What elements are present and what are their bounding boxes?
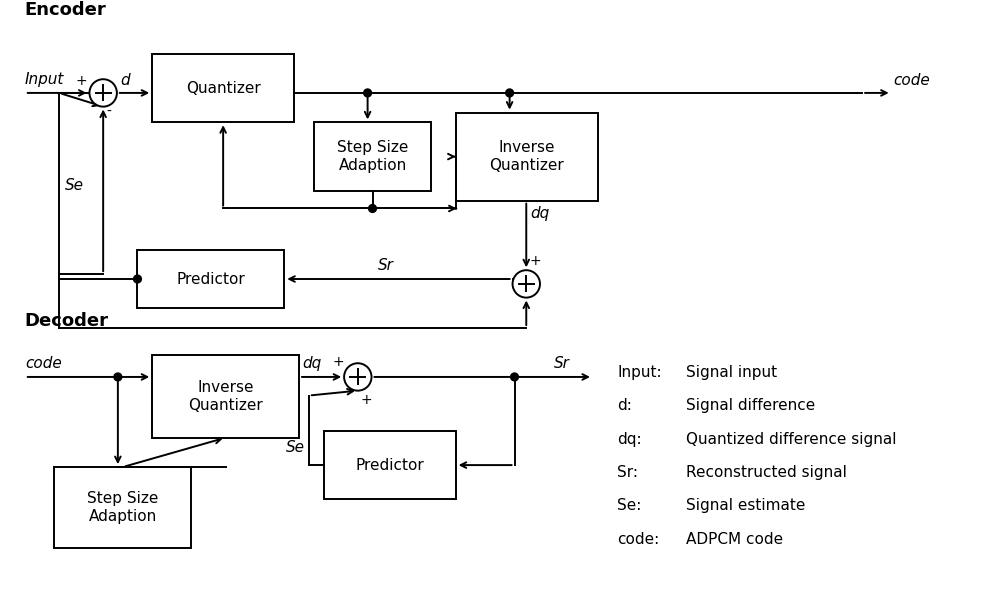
Text: Signal estimate: Signal estimate (686, 498, 805, 513)
Text: Predictor: Predictor (177, 272, 246, 286)
Circle shape (369, 204, 376, 212)
Text: Signal input: Signal input (686, 365, 777, 380)
Text: Inverse
Quantizer: Inverse Quantizer (490, 140, 564, 173)
Text: code: code (894, 73, 930, 88)
Circle shape (512, 270, 540, 297)
Text: Signal difference: Signal difference (686, 398, 815, 414)
Text: +: + (361, 393, 373, 406)
Text: Quantized difference signal: Quantized difference signal (686, 432, 896, 447)
Text: Encoder: Encoder (25, 1, 106, 20)
Text: Input:: Input: (617, 365, 662, 380)
Bar (314, 122, 432, 191)
Text: +: + (332, 355, 344, 369)
Circle shape (134, 275, 142, 283)
Circle shape (344, 364, 372, 390)
Bar (138, 250, 284, 308)
Text: -: - (106, 105, 111, 119)
Text: dq: dq (530, 206, 549, 220)
Text: Se:: Se: (617, 498, 642, 513)
Bar (456, 113, 598, 201)
Text: Sr: Sr (553, 356, 569, 371)
Text: Se: Se (286, 440, 305, 455)
Text: code: code (25, 356, 62, 371)
Bar (323, 431, 456, 499)
Text: Quantizer: Quantizer (186, 81, 260, 95)
Text: Decoder: Decoder (25, 312, 109, 330)
Text: Sr:: Sr: (617, 465, 638, 480)
Circle shape (510, 373, 518, 381)
Bar (152, 356, 299, 438)
Circle shape (89, 79, 117, 106)
Text: Se: Se (65, 179, 84, 193)
Text: +: + (529, 254, 541, 268)
Text: ADPCM code: ADPCM code (686, 532, 783, 547)
Text: +: + (76, 74, 87, 88)
Bar (54, 467, 192, 548)
Text: Input: Input (25, 72, 64, 87)
Text: Reconstructed signal: Reconstructed signal (686, 465, 846, 480)
Text: Inverse
Quantizer: Inverse Quantizer (188, 380, 263, 412)
Circle shape (364, 89, 372, 97)
Text: Step Size
Adaption: Step Size Adaption (337, 140, 408, 173)
Bar (152, 54, 294, 122)
Text: Sr: Sr (377, 258, 393, 273)
Circle shape (114, 373, 122, 381)
Text: dq:: dq: (617, 432, 642, 447)
Text: code:: code: (617, 532, 660, 547)
Text: dq: dq (302, 356, 321, 371)
Text: Predictor: Predictor (355, 458, 424, 472)
Text: d:: d: (617, 398, 632, 414)
Circle shape (505, 89, 513, 97)
Text: d: d (120, 73, 130, 88)
Text: Step Size
Adaption: Step Size Adaption (87, 491, 158, 524)
